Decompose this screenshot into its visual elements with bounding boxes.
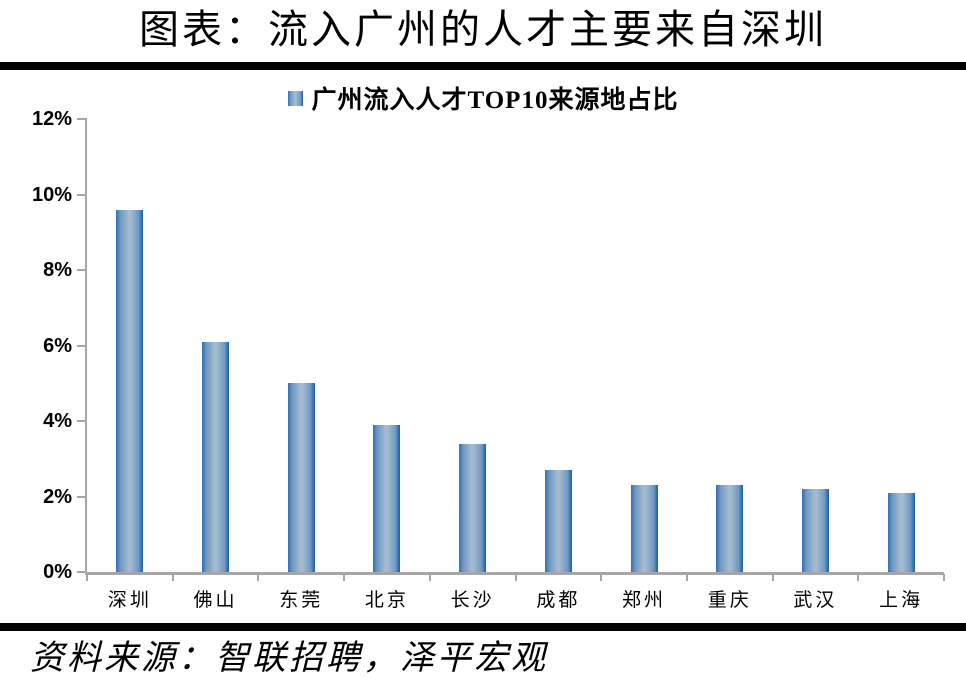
x-axis-label: 北京 [364,590,409,611]
bar [630,485,658,572]
y-tick [77,193,87,196]
y-tick [77,269,87,271]
legend-label: 广州流入人才TOP10来源地占比 [311,87,679,114]
bar [116,209,144,572]
x-tick [343,574,346,581]
x-axis-label: 上海 [879,590,924,611]
x-tick [857,574,860,581]
x-tick [771,574,774,581]
y-tick [77,571,87,573]
x-axis-label: 佛山 [193,590,238,611]
y-axis-label: 8% [43,259,72,281]
x-tick [257,574,260,581]
x-axis-label: 重庆 [707,590,752,611]
bar [544,470,572,572]
bar [716,485,744,572]
bar [202,341,230,572]
bar [801,488,829,572]
x-axis-line [85,572,944,575]
bar [887,492,915,572]
page-title: 图表：流入广州的人才主要来自深圳 [139,7,827,52]
y-axis-label: 12% [31,108,72,130]
chart-legend: 广州流入人才TOP10来源地占比 [0,82,966,114]
x-tick [86,574,88,581]
x-tick [514,574,517,581]
bar [459,443,487,572]
x-tick [943,574,945,581]
x-axis-label: 深圳 [107,590,152,611]
y-axis-line [85,118,87,575]
x-axis-label: 东莞 [279,590,324,611]
y-tick [77,420,87,422]
y-axis-label: 6% [43,334,72,357]
x-tick [171,574,174,581]
x-tick [685,574,688,581]
y-axis-label: 2% [43,485,72,508]
source-note: 资料来源：智联招聘，泽平宏观 [30,640,548,677]
x-axis-label: 郑州 [622,590,667,611]
x-tick [600,574,603,581]
footer-divider [0,623,966,631]
x-axis-label: 长沙 [450,590,495,611]
y-tick [77,495,87,498]
x-axis-label: 武汉 [793,590,838,611]
x-tick [428,574,431,581]
bar [373,424,401,572]
y-tick [77,118,87,120]
x-axis-label: 成都 [536,590,581,611]
y-axis-label: 4% [43,410,72,432]
title-divider [0,62,966,70]
legend-swatch-icon [287,90,303,106]
bar [287,383,315,572]
y-axis-label: 0% [43,561,72,583]
y-tick [77,344,87,347]
y-axis-label: 10% [31,183,72,206]
